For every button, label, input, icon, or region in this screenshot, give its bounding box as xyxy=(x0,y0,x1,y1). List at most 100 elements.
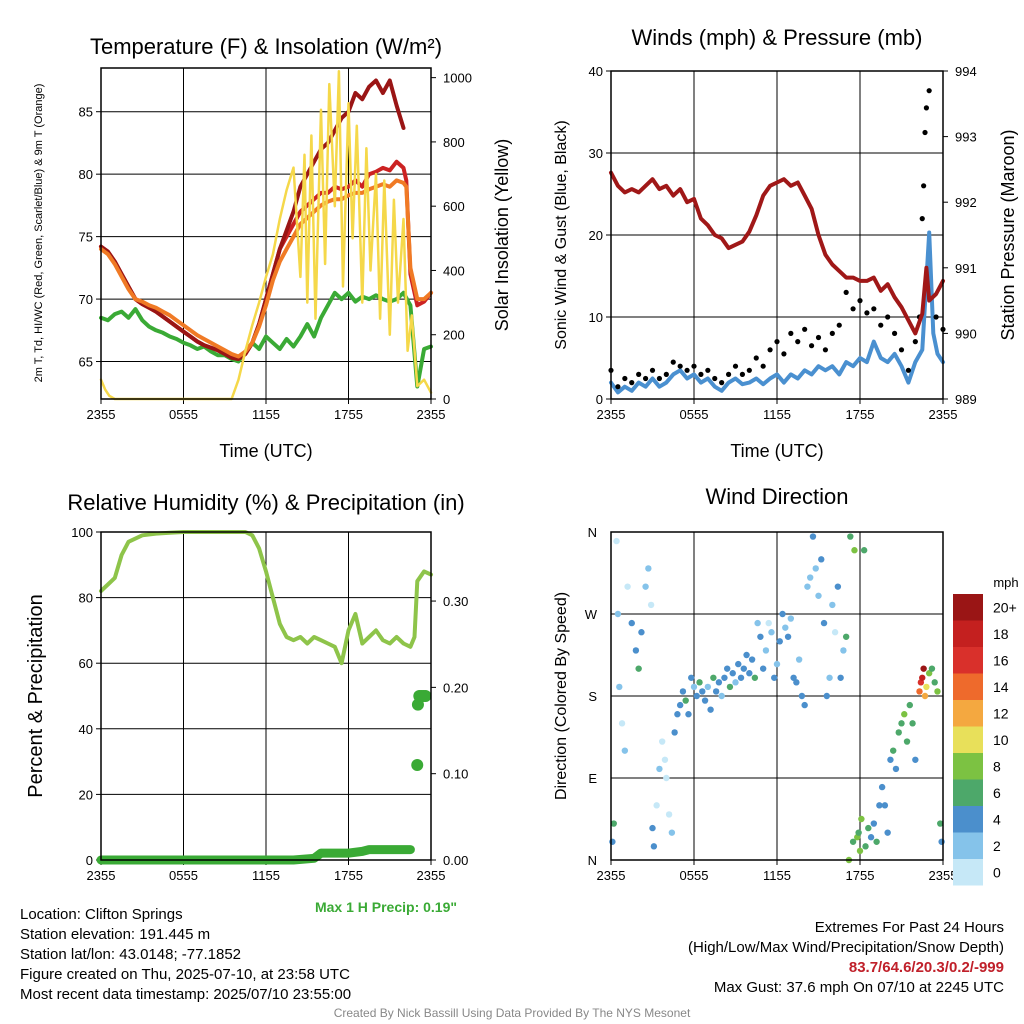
credit-line: Created By Nick Bassill Using Data Provi… xyxy=(333,1006,691,1020)
wind-dot xyxy=(668,829,676,836)
gust-dot xyxy=(698,371,704,377)
wind-dot xyxy=(773,660,781,668)
wind-dot xyxy=(903,738,911,745)
wind-dot xyxy=(809,533,817,540)
y-tick-label: 10 xyxy=(589,310,603,325)
info-created: Figure created on Thu, 2025-07-10, at 23… xyxy=(20,966,350,983)
x-tick-label: 2355 xyxy=(597,868,626,883)
wind-dot xyxy=(726,683,734,691)
x-tick-label: 1155 xyxy=(252,407,280,422)
y2-tick-label: 1000 xyxy=(443,71,472,86)
wind-dot xyxy=(721,674,728,681)
wind-dot xyxy=(771,674,778,681)
y-tick-label: 80 xyxy=(79,591,93,606)
wind-dot xyxy=(906,701,913,709)
gust-dot xyxy=(753,355,759,361)
gust-dot xyxy=(767,347,773,353)
colorbar-swatch xyxy=(953,726,983,753)
wind-dot xyxy=(912,756,919,763)
gust-dot xyxy=(691,363,697,369)
wind-dot xyxy=(663,774,670,782)
gust-dot xyxy=(933,314,939,320)
wind-dot xyxy=(807,574,814,581)
info-timestamp: Most recent data timestamp: 2025/07/10 2… xyxy=(20,986,352,1003)
plot-frame xyxy=(610,531,944,861)
y-tick-label: 20 xyxy=(589,228,603,243)
plot-frame xyxy=(610,70,944,400)
y2-axis-label: Solar Insolation (Yellow) xyxy=(492,139,512,331)
wind-dot xyxy=(795,656,803,663)
y-axis-label: Direction (Colored By Speed) xyxy=(553,592,570,800)
y2-tick-label: 0 xyxy=(443,392,450,407)
colorbar-swatch xyxy=(953,859,983,886)
wind-dot xyxy=(782,624,789,631)
wind-dot xyxy=(645,565,652,572)
wind-dot xyxy=(898,720,905,727)
gust-dot xyxy=(642,375,649,382)
series-line-station-pressure xyxy=(609,170,945,336)
gust-dot xyxy=(836,322,842,328)
max-gust: Max Gust: 37.6 mph On 07/10 at 2245 UTC xyxy=(713,979,1004,996)
y2-axis-label: Station Pressure (Maroon) xyxy=(998,129,1018,340)
panel-title: Relative Humidity (%) & Precipitation (i… xyxy=(67,490,464,515)
wind-dot xyxy=(616,683,623,691)
wind-dot xyxy=(842,633,850,640)
colorbar-label: 10 xyxy=(993,732,1009,748)
wind-dot xyxy=(682,697,689,704)
colorbar-label: 0 xyxy=(993,864,1001,880)
wind-dot xyxy=(696,679,703,686)
colorbar-label: 2 xyxy=(993,838,1001,854)
gust-dot xyxy=(719,380,725,386)
wind-dot xyxy=(693,692,700,700)
y-tick-label: 70 xyxy=(79,292,93,307)
x-tick-label: 1755 xyxy=(846,868,875,883)
x-tick-label: 2355 xyxy=(417,407,446,422)
wind-dot xyxy=(632,647,640,654)
gust-dot xyxy=(898,347,905,353)
y2-tick-label: 990 xyxy=(955,326,977,341)
wind-dot xyxy=(826,674,833,681)
wind-dot xyxy=(609,838,616,845)
y-tick-label: 100 xyxy=(71,525,93,540)
wind-dot xyxy=(887,756,894,763)
y-tick-label: 0 xyxy=(86,853,93,868)
y-tick-label: 0 xyxy=(596,392,603,407)
x-tick-label: 0555 xyxy=(169,868,198,883)
panel-title: Wind Direction xyxy=(705,484,848,509)
colorbar-label: 8 xyxy=(993,758,1001,774)
y2-tick-label: 200 xyxy=(443,328,465,343)
gust-dot xyxy=(795,339,801,345)
wind-dot xyxy=(928,665,936,672)
wind-dot xyxy=(815,592,822,599)
info-location: Location: Clifton Springs xyxy=(20,906,183,923)
y-tick-label: 40 xyxy=(79,722,93,737)
x-tick-label: 1155 xyxy=(763,407,791,422)
y-tick-label: E xyxy=(588,771,597,786)
wind-dot xyxy=(732,679,739,686)
wind-dot xyxy=(856,847,864,855)
x-tick-label: 0555 xyxy=(680,407,709,422)
wind-dot xyxy=(862,843,869,850)
gust-dot xyxy=(739,371,746,377)
wind-dot xyxy=(779,610,786,618)
wind-dot xyxy=(831,629,839,636)
y-tick-label: N xyxy=(588,853,597,868)
x-tick-label: 2355 xyxy=(929,868,958,883)
wind-dot xyxy=(812,565,819,572)
colorbar-label: 18 xyxy=(993,626,1009,642)
gust-dot xyxy=(850,306,856,312)
y2-tick-label: 992 xyxy=(955,195,977,210)
wind-dot xyxy=(676,701,684,709)
gust-dot xyxy=(891,330,898,336)
x-tick-label: 1155 xyxy=(763,868,791,883)
wind-dot xyxy=(890,747,897,754)
wind-dot xyxy=(804,583,811,590)
wind-dot xyxy=(661,756,669,763)
wind-dot xyxy=(685,711,692,718)
y2-tick-label: 991 xyxy=(955,261,977,276)
y2-tick-label: 994 xyxy=(955,64,977,79)
wind-dot xyxy=(751,674,759,681)
wind-dot xyxy=(937,820,944,827)
wind-dot xyxy=(931,679,938,686)
gust-dot xyxy=(725,371,732,377)
